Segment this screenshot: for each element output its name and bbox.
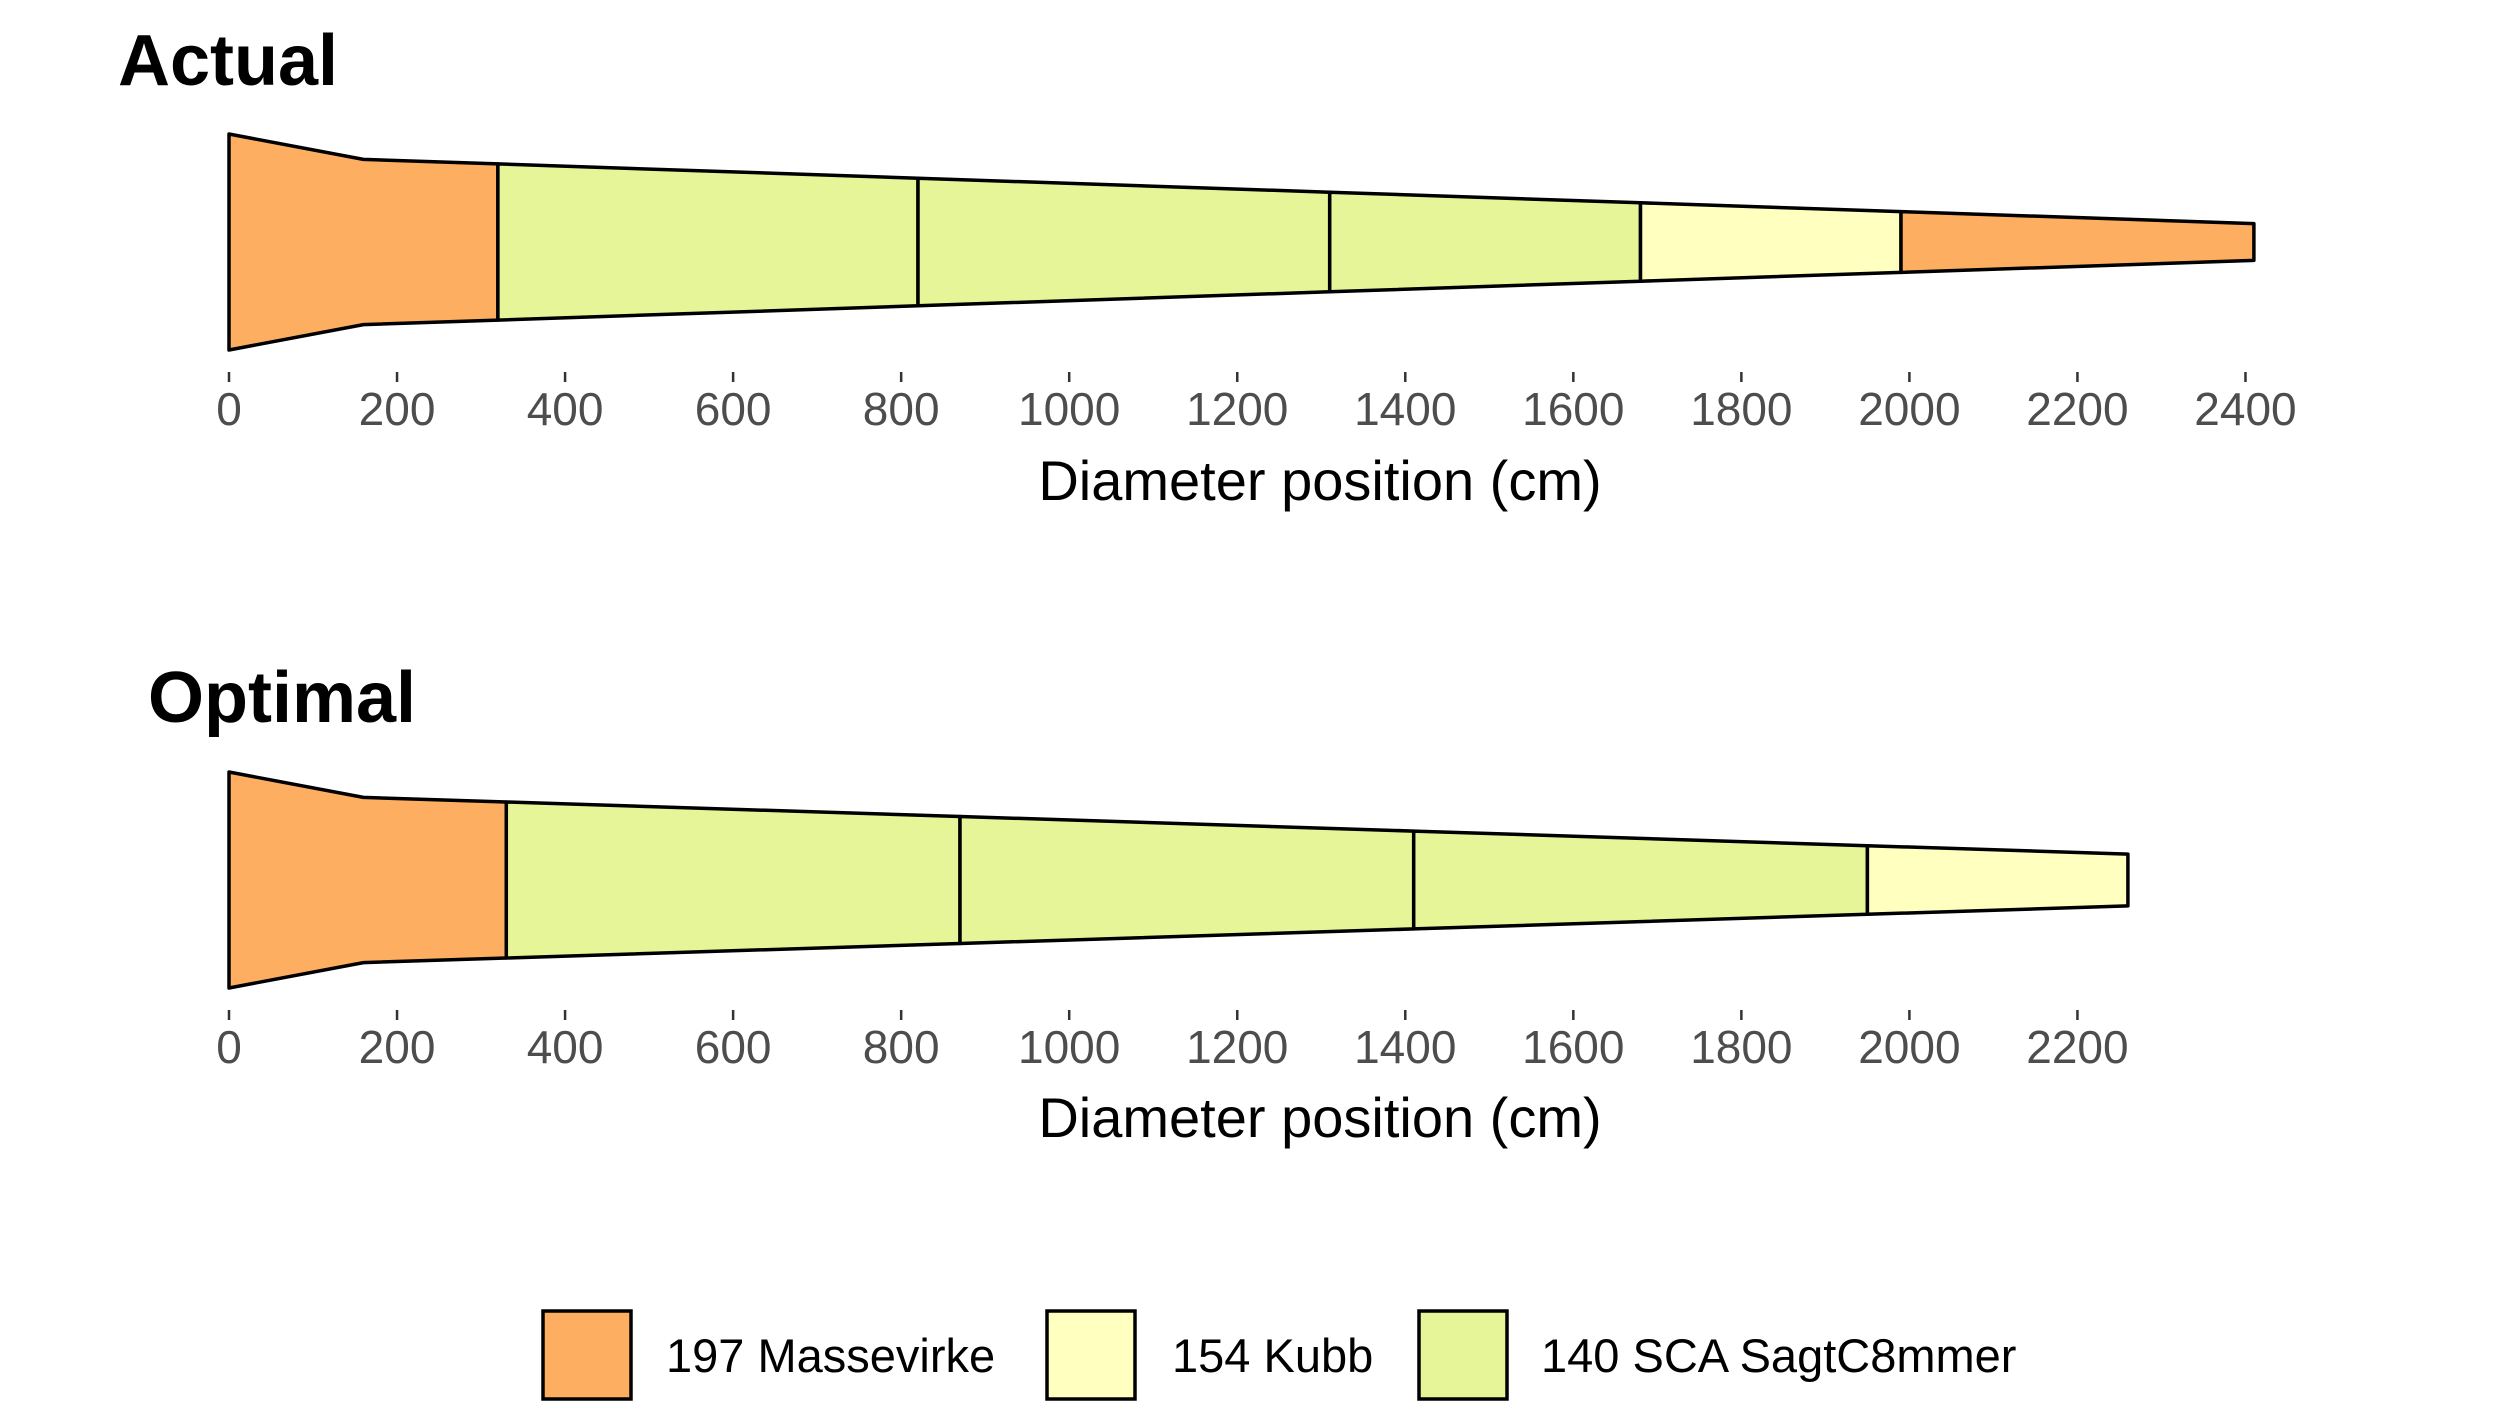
panel-optimal: Optimal 0 200 400 600 800 1000 1200 1400 1600 180…	[148, 658, 2130, 1149]
x-tick-label: 1800	[1690, 1021, 1792, 1073]
x-tick-label: 200	[359, 383, 436, 435]
legend-label-1: 197 Massevirke	[666, 1329, 995, 1382]
x-tick-label: 2000	[1858, 383, 1960, 435]
x-tick-label: 2200	[2026, 1021, 2128, 1073]
panel-actual: Actual 0 200 400 600 800 1000 1200 1400 1600 1800…	[118, 21, 2297, 512]
legend-label-3: 140 SCA SagtC8mmer	[1541, 1329, 2016, 1382]
x-tick-label: 0	[216, 383, 242, 435]
log-segment-5	[1865, 843, 2130, 917]
log-segment-3	[916, 176, 1332, 308]
x-tick-label: 1600	[1522, 1021, 1624, 1073]
x-tick-label: 2200	[2026, 383, 2128, 435]
panel-title-optimal: Optimal	[148, 658, 416, 738]
log-segments-optimal	[227, 770, 2130, 990]
x-tick-label: 1400	[1354, 1021, 1456, 1073]
x-tick-label: 1000	[1018, 383, 1120, 435]
x-tick-label: 2400	[2194, 383, 2296, 435]
x-tick-label: 2000	[1858, 1021, 1960, 1073]
x-tick-label: 1400	[1354, 383, 1456, 435]
log-segment-2	[496, 162, 920, 322]
legend-label-2: 154 Kubb	[1172, 1329, 1373, 1382]
log-segments-actual	[227, 132, 2256, 352]
x-tick-label: 0	[216, 1021, 242, 1073]
x-tick-label: 1200	[1186, 1021, 1288, 1073]
x-tick-label: 600	[695, 383, 772, 435]
x-tick-label: 800	[863, 1021, 940, 1073]
x-tick-label: 600	[695, 1021, 772, 1073]
log-segment-1	[227, 770, 509, 990]
x-tick-label: 1000	[1018, 1021, 1120, 1073]
log-segment-3	[958, 814, 1416, 946]
x-tick-label: 400	[527, 383, 604, 435]
x-tick-label: 1200	[1186, 383, 1288, 435]
legend-key-2	[1045, 1309, 1137, 1401]
x-tick-label: 200	[359, 1021, 436, 1073]
log-segment-4	[1327, 190, 1643, 294]
x-axis-ticks-actual: 0 200 400 600 800 1000 1200 1400 1600 1800 2000 220…	[216, 372, 2297, 435]
panel-title-actual: Actual	[118, 21, 338, 101]
log-segment-4	[1411, 829, 1870, 931]
x-tick-label: 400	[527, 1021, 604, 1073]
legend: 197 Massevirke 154 Kubb 140 SCA SagtC8mmer	[541, 1309, 2016, 1401]
log-segment-6	[1899, 209, 2256, 275]
log-segment-1	[227, 132, 500, 352]
log-segment-2	[504, 800, 962, 960]
x-tick-label: 1600	[1522, 383, 1624, 435]
x-tick-label: 800	[863, 383, 940, 435]
x-tick-label: 1800	[1690, 383, 1792, 435]
legend-key-3	[1417, 1309, 1509, 1401]
legend-key-1	[541, 1309, 633, 1401]
x-axis-label-actual: Diameter position (cm)	[1038, 449, 1601, 512]
x-axis-label-optimal: Diameter position (cm)	[1038, 1086, 1601, 1149]
log-segment-5	[1638, 201, 1903, 283]
x-axis-ticks-optimal: 0 200 400 600 800 1000 1200 1400 1600 1800 2000 220…	[216, 1010, 2129, 1073]
